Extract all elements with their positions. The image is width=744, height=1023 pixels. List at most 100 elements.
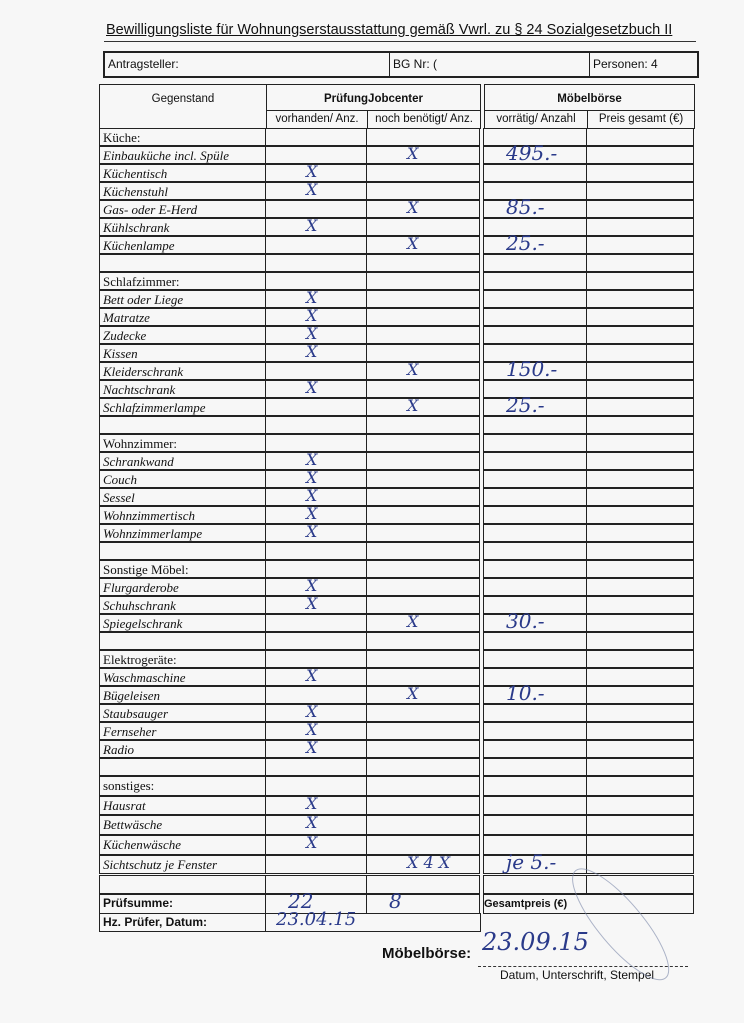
item-label: Zudecke — [99, 326, 266, 344]
present-cell: X — [265, 738, 367, 758]
table-row: Bettwäsche X — [99, 813, 694, 836]
item-label: Schlafzimmer: — [99, 272, 266, 290]
needed-mark: X — [407, 612, 419, 631]
item-label: Küchentisch — [99, 164, 266, 182]
table-row: Wohnzimmerlampe X — [99, 522, 694, 542]
present-mark: X — [306, 324, 318, 343]
table-row: Radio X — [99, 738, 694, 758]
header-present: vorhanden/ Anz. — [266, 110, 368, 129]
needed-cell — [366, 272, 480, 290]
document-title: Bewilligungsliste für Wohnungserstaussta… — [106, 22, 673, 38]
totals-label: Prüfsumme: — [99, 894, 266, 915]
item-label: Wohnzimmertisch — [99, 506, 266, 524]
available-value: je 5.- — [506, 849, 557, 874]
price-cell — [586, 326, 694, 344]
needed-cell — [366, 380, 480, 398]
available-cell — [483, 650, 587, 668]
available-value: 25.- — [506, 231, 545, 255]
table-row: Wohnzimmertisch X — [99, 504, 694, 524]
available-cell — [483, 434, 587, 452]
table-row: Schlafzimmerlampe X 25.- — [99, 393, 694, 417]
needed-cell — [366, 506, 480, 524]
available-cell — [483, 560, 587, 578]
price-cell — [586, 182, 694, 200]
needed-cell — [366, 488, 480, 506]
present-mark: X — [306, 378, 318, 397]
checker-row: Hz. Prüfer, Datum: 23.04.15 — [99, 909, 481, 933]
totals-present: 22 — [288, 889, 314, 914]
organization-stamp — [485, 844, 695, 1023]
item-label: Couch — [99, 470, 266, 488]
available-value: 85.- — [506, 195, 545, 219]
available-cell — [483, 326, 587, 344]
available-cell — [483, 758, 587, 776]
needed-mark: X — [407, 684, 419, 703]
item-label: Sonstige Möbel: — [99, 560, 266, 578]
available-value: 25.- — [506, 393, 545, 417]
available-cell: 25.- — [483, 393, 587, 417]
table-row: Spiegelschrank X 30.- — [99, 609, 694, 633]
available-cell — [483, 776, 587, 796]
needed-cell — [366, 416, 480, 434]
price-cell — [586, 308, 694, 326]
needed-cell: X — [366, 234, 480, 254]
present-mark: X — [306, 666, 318, 685]
price-cell — [586, 560, 694, 578]
table-row: Gas- oder E-Herd X 85.- — [99, 195, 694, 219]
header-needed: noch benötigt/ Anz. — [367, 110, 481, 129]
item-label: Bügeleisen — [99, 686, 266, 704]
needed-cell: X — [366, 684, 480, 704]
header-available: vorrätig/ Anzahl — [484, 110, 588, 129]
table-row — [99, 758, 694, 776]
item-label: Küchenwäsche — [99, 835, 266, 855]
needed-cell: X — [366, 198, 480, 218]
present-cell: X — [265, 180, 367, 200]
available-cell — [483, 488, 587, 506]
present-cell — [265, 236, 367, 254]
item-label: Kissen — [99, 344, 266, 362]
available-cell: 85.- — [483, 195, 587, 219]
needed-cell — [366, 650, 480, 668]
available-cell — [483, 740, 587, 758]
price-cell — [586, 722, 694, 740]
needed-cell: X — [366, 360, 480, 380]
present-cell — [265, 128, 367, 146]
price-cell — [586, 758, 694, 776]
needed-cell — [366, 542, 480, 560]
table-row: Matratze X — [99, 306, 694, 326]
price-cell — [586, 218, 694, 236]
price-cell — [586, 686, 694, 704]
available-cell: je 5.- — [483, 850, 587, 875]
present-mark: X — [306, 738, 318, 757]
price-cell — [586, 874, 694, 895]
available-value: 150.- — [506, 357, 558, 381]
table-row: Sessel X — [99, 486, 694, 506]
table-row: Kleiderschrank X 150.- — [99, 357, 694, 381]
needed-cell — [366, 776, 480, 796]
present-mark: X — [306, 594, 318, 613]
available-cell: 30.- — [483, 609, 587, 633]
needed-mark: X — [407, 234, 419, 253]
needed-cell — [366, 722, 480, 740]
needed-cell — [366, 308, 480, 326]
price-cell — [586, 776, 694, 796]
price-cell — [586, 164, 694, 182]
present-cell: X — [265, 833, 367, 855]
table-row: Küchenstuhl X — [99, 180, 694, 200]
table-row: Waschmaschine X — [99, 666, 694, 686]
item-label — [99, 632, 266, 650]
price-cell — [586, 795, 694, 816]
table-row: Flurgarderobe X — [99, 576, 694, 596]
needed-cell: X — [366, 396, 480, 416]
price-cell — [586, 452, 694, 470]
price-cell — [586, 470, 694, 488]
item-label: Kleiderschrank — [99, 362, 266, 380]
available-cell: 495.- — [483, 141, 587, 165]
needed-cell — [366, 815, 480, 836]
available-cell — [483, 524, 587, 542]
total-price-label: Gesamtpreis (€) — [483, 894, 694, 915]
table-row — [99, 874, 694, 895]
item-label: Staubsauger — [99, 704, 266, 722]
available-cell — [483, 632, 587, 650]
needed-cell: X — [366, 612, 480, 632]
